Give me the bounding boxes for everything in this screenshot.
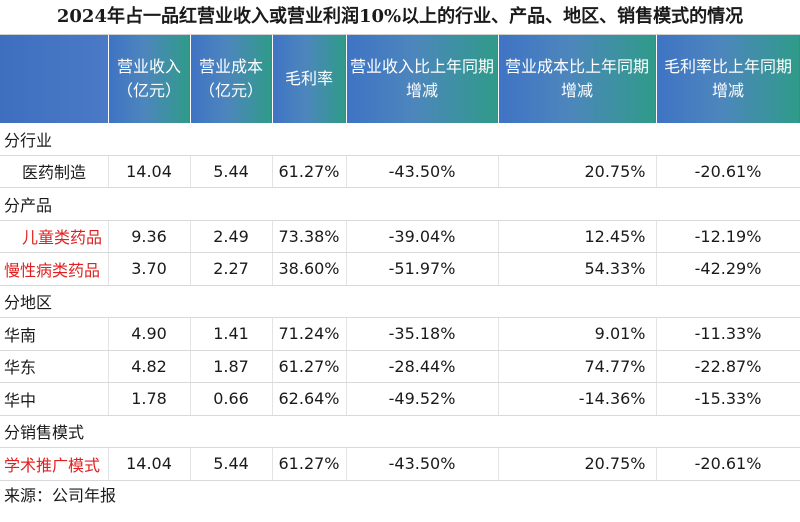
rev-change-cell: -28.44% bbox=[346, 350, 499, 383]
header-cell-revenue: 营业收入 （亿元） bbox=[108, 35, 191, 123]
data-table: 营业收入 （亿元） 营业成本 （亿元） 毛利率 营业收入比上年同期 增减 营业成本比上… bbox=[0, 35, 800, 481]
cost-cell: 2.27 bbox=[190, 252, 273, 286]
header-cell-rev-change: 营业收入比上年同期 增减 bbox=[346, 35, 499, 123]
header-cell-cost-change: 营业成本比上年同期 增减 bbox=[498, 35, 657, 123]
margin-cell: 73.38% bbox=[272, 220, 347, 253]
margin-cell: 61.27% bbox=[272, 447, 347, 481]
header-cell-margin: 毛利率 bbox=[272, 35, 347, 123]
margin-cell: 61.27% bbox=[272, 350, 347, 383]
header-cell-margin-change: 毛利率比上年同期 增减 bbox=[656, 35, 800, 123]
table-row: 儿童类药品 9.36 2.49 73.38% -39.04% 12.45% -1… bbox=[0, 220, 800, 253]
cost-change-cell: 9.01% bbox=[498, 317, 657, 351]
margin-change-cell: -22.87% bbox=[656, 350, 800, 383]
revenue-cell: 1.78 bbox=[108, 382, 191, 416]
cost-change-cell: 20.75% bbox=[498, 155, 657, 188]
rev-change-cell: -43.50% bbox=[346, 155, 499, 188]
header-row: 营业收入 （亿元） 营业成本 （亿元） 毛利率 营业收入比上年同期 增减 营业成本比上… bbox=[0, 35, 800, 123]
table-row: 华中 1.78 0.66 62.64% -49.52% -14.36% -15.… bbox=[0, 382, 800, 416]
margin-change-cell: -20.61% bbox=[656, 447, 800, 481]
source-note: 来源：公司年报 bbox=[4, 485, 117, 505]
category-label: 分行业 bbox=[0, 123, 800, 156]
rev-change-cell: -51.97% bbox=[346, 252, 499, 286]
category-label: 分销售模式 bbox=[0, 415, 800, 448]
row-label: 医药制造 bbox=[0, 155, 109, 188]
margin-cell: 71.24% bbox=[272, 317, 347, 351]
table-title: 2024年占一品红营业收入或营业利润10%以上的行业、产品、地区、销售模式的情况 bbox=[0, 0, 800, 35]
header-cell-label bbox=[0, 35, 109, 123]
margin-change-cell: -11.33% bbox=[656, 317, 800, 351]
cost-cell: 1.41 bbox=[190, 317, 273, 351]
margin-cell: 61.27% bbox=[272, 155, 347, 188]
table-row: 华东 4.82 1.87 61.27% -28.44% 74.77% -22.8… bbox=[0, 350, 800, 383]
revenue-cell: 9.36 bbox=[108, 220, 191, 253]
cost-change-cell: 54.33% bbox=[498, 252, 657, 286]
cost-change-cell: -14.36% bbox=[498, 382, 657, 416]
row-label: 华中 bbox=[0, 382, 109, 416]
table-row: 医药制造 14.04 5.44 61.27% -43.50% 20.75% -2… bbox=[0, 155, 800, 188]
row-label: 慢性病类药品 bbox=[0, 252, 109, 286]
cost-cell: 2.49 bbox=[190, 220, 273, 253]
row-label: 学术推广模式 bbox=[0, 447, 109, 481]
cost-change-cell: 74.77% bbox=[498, 350, 657, 383]
row-label: 华东 bbox=[0, 350, 109, 383]
row-label: 儿童类药品 bbox=[0, 220, 109, 253]
category-row: 分行业 bbox=[0, 123, 800, 156]
rev-change-cell: -43.50% bbox=[346, 447, 499, 481]
category-row: 分销售模式 bbox=[0, 415, 800, 448]
margin-cell: 62.64% bbox=[272, 382, 347, 416]
margin-change-cell: -20.61% bbox=[656, 155, 800, 188]
category-row: 分地区 bbox=[0, 285, 800, 318]
revenue-cell: 4.82 bbox=[108, 350, 191, 383]
rev-change-cell: -49.52% bbox=[346, 382, 499, 416]
header-cell-cost: 营业成本 （亿元） bbox=[190, 35, 273, 123]
rev-change-cell: -39.04% bbox=[346, 220, 499, 253]
cost-change-cell: 12.45% bbox=[498, 220, 657, 253]
cost-cell: 5.44 bbox=[190, 155, 273, 188]
revenue-cell: 3.70 bbox=[108, 252, 191, 286]
revenue-cell: 14.04 bbox=[108, 155, 191, 188]
row-label: 华南 bbox=[0, 317, 109, 351]
table-row: 学术推广模式 14.04 5.44 61.27% -43.50% 20.75% … bbox=[0, 447, 800, 481]
category-row: 分产品 bbox=[0, 187, 800, 221]
cost-cell: 5.44 bbox=[190, 447, 273, 481]
table-row: 华南 4.90 1.41 71.24% -35.18% 9.01% -11.33… bbox=[0, 317, 800, 351]
margin-change-cell: -42.29% bbox=[656, 252, 800, 286]
cost-change-cell: 20.75% bbox=[498, 447, 657, 481]
revenue-cell: 4.90 bbox=[108, 317, 191, 351]
cost-cell: 1.87 bbox=[190, 350, 273, 383]
margin-cell: 38.60% bbox=[272, 252, 347, 286]
category-label: 分地区 bbox=[0, 285, 800, 318]
category-label: 分产品 bbox=[0, 187, 800, 221]
margin-change-cell: -15.33% bbox=[656, 382, 800, 416]
cost-cell: 0.66 bbox=[190, 382, 273, 416]
revenue-cell: 14.04 bbox=[108, 447, 191, 481]
rev-change-cell: -35.18% bbox=[346, 317, 499, 351]
margin-change-cell: -12.19% bbox=[656, 220, 800, 253]
table-row: 慢性病类药品 3.70 2.27 38.60% -51.97% 54.33% -… bbox=[0, 252, 800, 286]
